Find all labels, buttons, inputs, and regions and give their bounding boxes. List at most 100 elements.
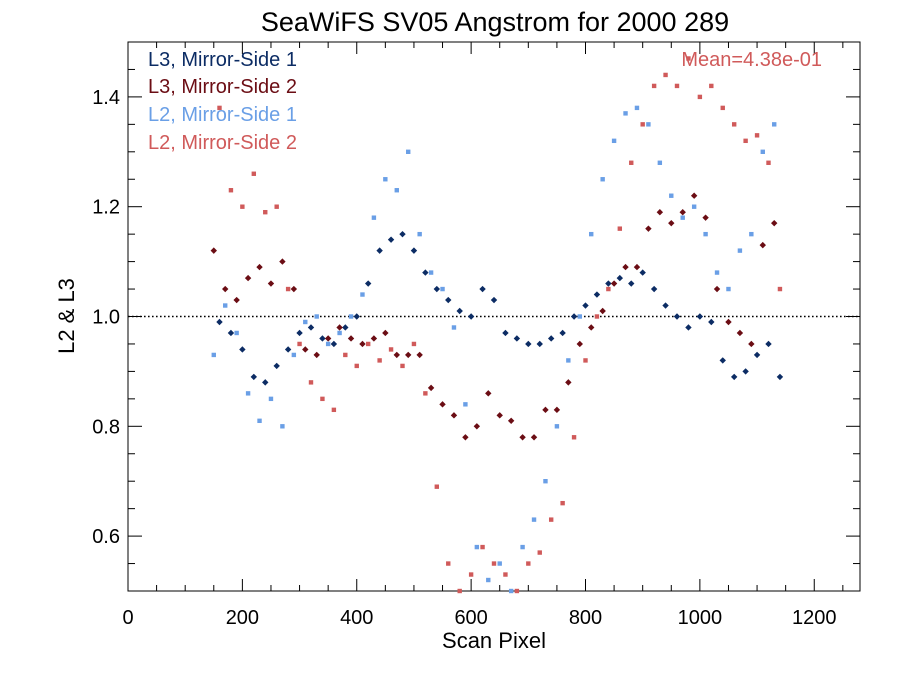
data-point <box>754 133 760 138</box>
data-point <box>594 314 600 319</box>
data-point <box>542 406 549 414</box>
data-point <box>485 390 492 397</box>
data-point <box>593 291 601 298</box>
data-point <box>370 335 378 342</box>
data-point <box>696 313 704 320</box>
data-point <box>749 231 754 237</box>
data-point <box>703 231 708 237</box>
legend-entry-3: L2, Mirror-Side 2 <box>148 132 297 154</box>
data-point <box>519 434 526 441</box>
data-point <box>720 105 725 111</box>
mean-annotation: Mean=4.38e-01 <box>681 49 822 71</box>
data-point <box>583 358 588 363</box>
data-point <box>589 231 594 237</box>
data-point <box>765 340 772 348</box>
data-point <box>617 226 623 231</box>
data-point <box>406 149 411 154</box>
data-point <box>709 83 714 89</box>
data-point <box>423 391 428 396</box>
y-tick-label: 0.8 <box>92 416 120 438</box>
data-point <box>628 280 635 287</box>
data-point <box>776 373 784 381</box>
data-point <box>616 274 624 282</box>
data-point <box>462 434 469 441</box>
data-point <box>673 313 681 320</box>
data-point <box>343 352 348 358</box>
data-point <box>319 335 326 342</box>
y-tick-label: 1.4 <box>92 87 120 109</box>
data-point <box>416 351 423 359</box>
data-point <box>417 231 422 237</box>
data-point <box>507 417 515 425</box>
data-point <box>428 270 434 275</box>
data-point <box>210 247 217 254</box>
data-point <box>691 204 697 209</box>
x-tick-label: 1000 <box>678 607 723 629</box>
x-axis-label: Scan Pixel <box>442 628 546 653</box>
data-point <box>680 215 685 220</box>
y-tick-label: 1.0 <box>92 307 120 329</box>
data-point <box>360 292 365 297</box>
data-point <box>725 318 732 326</box>
data-point <box>314 314 319 319</box>
data-point <box>313 351 320 359</box>
data-point <box>353 313 360 320</box>
data-point <box>633 263 641 271</box>
x-tick-label: 800 <box>569 607 602 629</box>
data-point <box>399 230 406 238</box>
data-point <box>611 138 617 144</box>
data-point <box>663 72 668 78</box>
data-point <box>422 269 429 276</box>
data-point <box>623 111 628 116</box>
data-point <box>382 329 389 337</box>
data-point <box>303 319 308 325</box>
data-point <box>622 263 629 271</box>
data-point <box>536 340 543 348</box>
data-point <box>496 412 503 419</box>
data-point <box>576 340 583 348</box>
data-point <box>325 341 331 347</box>
data-point <box>605 280 612 287</box>
data-point <box>222 285 229 293</box>
data-point <box>713 285 721 293</box>
data-point <box>708 318 715 326</box>
data-point <box>588 324 595 331</box>
data-point <box>434 484 440 489</box>
data-point <box>553 406 561 414</box>
data-point <box>274 204 279 209</box>
data-point <box>223 303 228 308</box>
series-l2-mirror-side-1 <box>211 105 777 594</box>
data-point <box>256 263 263 271</box>
data-point <box>330 340 338 348</box>
data-point <box>668 219 675 227</box>
x-tick-label: 0 <box>122 607 133 629</box>
data-point <box>731 122 737 127</box>
series-l3-mirror-side-1 <box>216 230 784 386</box>
data-point <box>440 286 445 292</box>
data-point <box>582 302 589 309</box>
data-point <box>359 340 366 348</box>
data-point <box>759 241 766 249</box>
data-point <box>490 296 498 304</box>
data-point <box>347 335 355 342</box>
data-point <box>284 346 292 353</box>
data-point <box>296 329 303 337</box>
data-point <box>291 352 297 358</box>
data-point <box>646 122 651 127</box>
data-point <box>662 302 669 309</box>
data-point <box>217 105 222 111</box>
data-point <box>657 160 663 165</box>
data-point <box>285 286 291 292</box>
data-point <box>331 407 337 413</box>
x-tick-label: 1200 <box>792 607 837 629</box>
data-point <box>457 588 462 594</box>
y-tick-label: 1.2 <box>92 197 120 219</box>
data-point <box>456 307 463 315</box>
data-point <box>234 330 239 336</box>
data-point <box>503 572 508 577</box>
data-point <box>463 402 468 407</box>
data-point <box>697 94 703 100</box>
data-point <box>730 373 738 381</box>
data-point <box>679 208 686 216</box>
data-point <box>307 324 315 331</box>
